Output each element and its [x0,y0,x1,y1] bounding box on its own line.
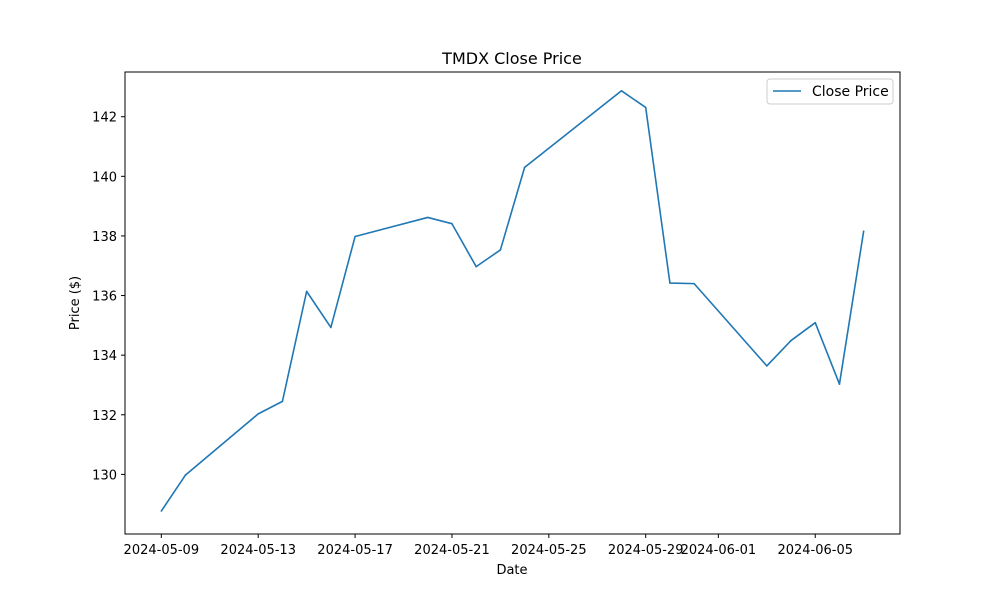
legend-label: Close Price [812,84,889,100]
x-tick-label: 2024-06-01 [681,543,757,558]
series-layer [160,89,865,512]
data-point [669,282,671,284]
data-point [644,106,647,109]
data-point [257,413,260,415]
x-tick-label: 2024-05-09 [124,543,200,558]
data-point [523,166,526,169]
plot-frame [124,71,901,535]
y-axis-label: Price ($) [68,276,83,330]
legend: Close Price [766,78,894,105]
data-point [330,326,332,329]
y-tick-label: 130 [92,468,117,483]
y-tick-label: 134 [92,349,117,364]
y-tick-label: 140 [92,170,117,185]
data-point [354,235,356,238]
data-point [838,383,841,385]
data-point [862,230,865,232]
data-point [499,249,502,251]
x-tick-label: 2024-05-17 [317,543,393,558]
data-point [426,216,429,219]
legend-box [766,78,894,105]
x-tick-label: 2024-05-13 [220,543,296,558]
data-point [693,282,695,285]
data-point [305,290,308,293]
axis-ticks: 2024-05-09 2024-05-13 2024-05-17 2024-05-21… [92,111,853,558]
y-tick-label: 138 [92,230,117,245]
y-tick-label: 132 [92,409,117,424]
data-point [184,474,187,476]
y-tick-label: 142 [92,111,117,126]
data-point [281,400,284,403]
data-point [160,510,163,512]
x-axis-label: Date [496,563,527,578]
data-point [620,89,623,92]
y-tick-label: 136 [92,290,117,305]
chart-title: TMDX Close Price [441,49,582,68]
data-point [475,265,477,268]
x-tick-label: 2024-05-25 [511,543,587,558]
data-point [790,339,792,342]
x-tick-label: 2024-06-05 [777,543,853,558]
data-point [814,321,817,324]
x-tick-label: 2024-05-29 [608,543,684,558]
data-point [451,222,453,225]
series-line [160,89,865,512]
x-tick-label: 2024-05-21 [414,543,490,558]
data-point [765,365,768,367]
